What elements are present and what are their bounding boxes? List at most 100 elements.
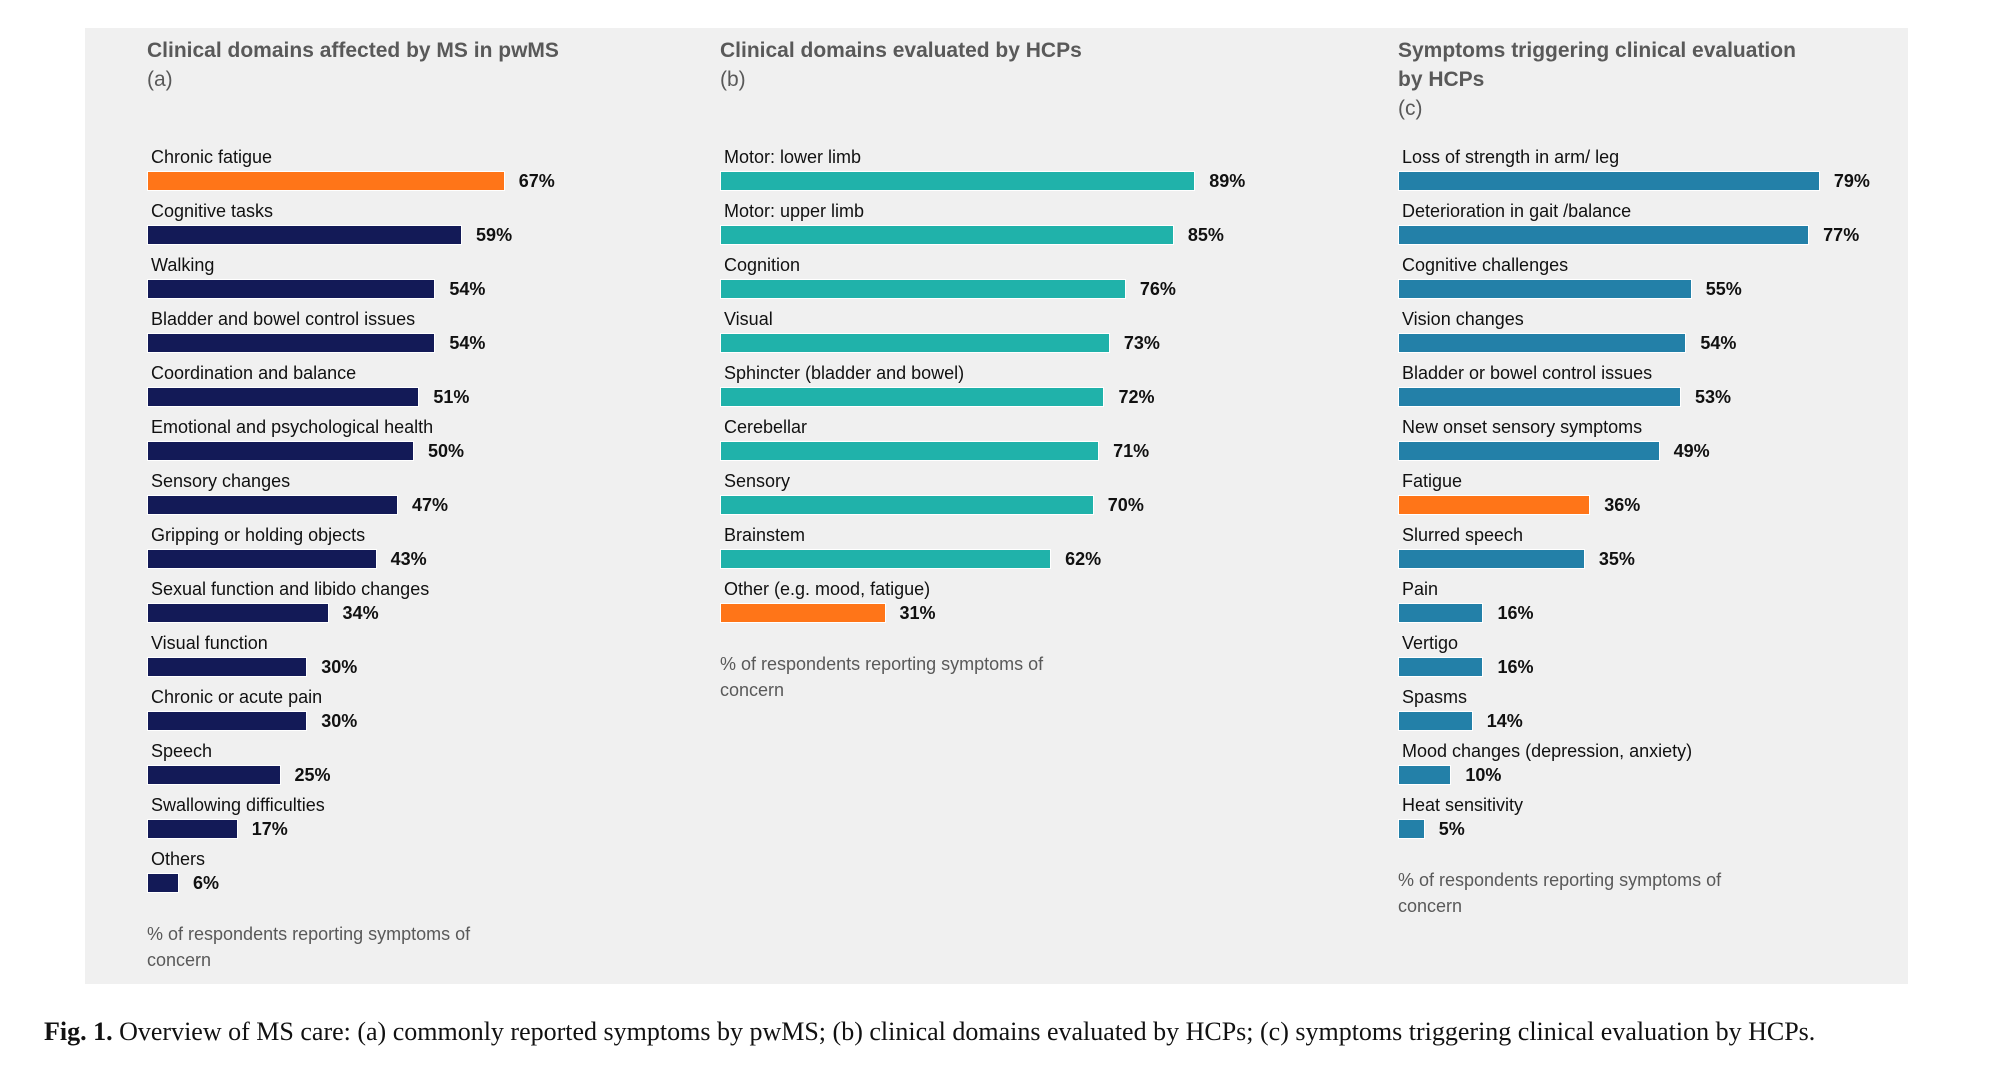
value-label: 47% <box>411 495 448 515</box>
category-label: Mood changes (depression, anxiety) <box>1402 741 1693 761</box>
category-label: Gripping or holding objects <box>151 525 366 545</box>
category-label: Bladder and bowel control issues <box>151 309 416 329</box>
bar <box>147 387 420 407</box>
value-label: 77% <box>1823 225 1860 245</box>
category-label: Cerebellar <box>724 417 808 437</box>
caption-label: Fig. 1. <box>44 1017 113 1046</box>
chart-title: Symptoms triggering clinical evaluation … <box>1398 36 1818 123</box>
value-label: 54% <box>1700 333 1737 353</box>
chart-c: Symptoms triggering clinical evaluation … <box>1398 28 1958 984</box>
bar <box>147 495 398 515</box>
value-label: 85% <box>1187 225 1224 245</box>
bar <box>1398 279 1692 299</box>
category-label: Swallowing difficulties <box>151 795 325 815</box>
category-label: Visual function <box>151 633 268 653</box>
value-label: 73% <box>1123 333 1160 353</box>
bar <box>720 387 1105 407</box>
category-label: Loss of strength in arm/ leg <box>1402 147 1620 167</box>
panel-label: (b) <box>720 68 746 91</box>
panel-label: (a) <box>147 68 173 91</box>
category-label: Cognition <box>724 255 801 275</box>
value-label: 76% <box>1139 279 1176 299</box>
category-label: Cognitive challenges <box>1402 255 1569 275</box>
category-label: Motor: upper limb <box>724 201 865 221</box>
bar <box>720 603 886 623</box>
category-label: Deterioration in gait /balance <box>1402 201 1632 221</box>
value-label: 5% <box>1438 819 1465 839</box>
value-label: 10% <box>1465 765 1502 785</box>
bar <box>147 603 329 623</box>
category-label: Heat sensitivity <box>1402 795 1524 815</box>
category-label: Sensory <box>724 471 791 491</box>
value-label: 50% <box>428 441 465 461</box>
figure-caption: Fig. 1. Overview of MS care: (a) commonl… <box>44 1014 2004 1050</box>
category-label: Slurred speech <box>1402 525 1524 545</box>
category-label: Sensory changes <box>151 471 291 491</box>
value-label: 17% <box>251 819 288 839</box>
bar <box>147 657 308 677</box>
category-label: Fatigue <box>1402 471 1463 491</box>
category-label: Other (e.g. mood, fatigue) <box>724 579 931 599</box>
value-label: 62% <box>1065 549 1102 569</box>
category-label: Bladder or bowel control issues <box>1402 363 1653 383</box>
category-label: Sphincter (bladder and bowel) <box>724 363 965 383</box>
bar <box>1398 441 1660 461</box>
bar <box>147 765 281 785</box>
value-label: 16% <box>1497 603 1534 623</box>
value-label: 54% <box>449 333 486 353</box>
category-label: Chronic or acute pain <box>151 687 323 707</box>
bar <box>147 171 505 191</box>
bar <box>147 711 308 731</box>
value-label: 67% <box>518 171 555 191</box>
bar <box>1398 603 1484 623</box>
x-axis-label: % of respondents reporting symptoms of c… <box>1398 870 1722 916</box>
bar <box>720 171 1196 191</box>
value-label: 16% <box>1497 657 1534 677</box>
bar <box>1398 225 1810 245</box>
chart-title: Clinical domains affected by MS in pwMS (… <box>147 36 567 94</box>
bar <box>1398 171 1820 191</box>
bar <box>147 873 180 893</box>
bar <box>720 225 1174 245</box>
chart-b: Clinical domains evaluated by HCPs (b) Mo… <box>720 28 1280 984</box>
chart-title: Clinical domains evaluated by HCPs (b) <box>720 36 1140 94</box>
bar <box>1398 549 1585 569</box>
value-label: 14% <box>1486 711 1523 731</box>
value-label: 35% <box>1598 549 1635 569</box>
value-label: 70% <box>1107 495 1144 515</box>
panel-label: (c) <box>1398 97 1423 120</box>
value-label: 49% <box>1673 441 1710 461</box>
bar <box>1398 387 1682 407</box>
category-label: Speech <box>151 741 213 761</box>
category-label: Brainstem <box>724 525 806 545</box>
value-label: 6% <box>193 873 220 893</box>
value-label: 53% <box>1695 387 1732 407</box>
bar <box>1398 765 1452 785</box>
bar <box>147 279 436 299</box>
value-label: 43% <box>390 549 427 569</box>
chart-title-text: Symptoms triggering clinical evaluation … <box>1398 39 1796 91</box>
value-label: 30% <box>321 657 358 677</box>
category-label: Vision changes <box>1402 309 1524 329</box>
value-label: 30% <box>321 711 358 731</box>
bar <box>147 549 377 569</box>
category-label: Sexual function and libido changes <box>151 579 430 599</box>
x-axis-label: % of respondents reporting symptoms of c… <box>720 654 1044 700</box>
value-label: 59% <box>476 225 513 245</box>
figure-panel: Clinical domains affected by MS in pwMS (… <box>85 28 1908 984</box>
value-label: 72% <box>1118 387 1155 407</box>
value-label: 25% <box>294 765 331 785</box>
category-label: Others <box>151 849 206 869</box>
bar <box>1398 495 1591 515</box>
value-label: 51% <box>433 387 470 407</box>
value-label: 54% <box>449 279 486 299</box>
bar <box>720 279 1126 299</box>
value-label: 71% <box>1113 441 1150 461</box>
chart-a: Clinical domains affected by MS in pwMS (… <box>147 28 707 984</box>
bar <box>720 441 1100 461</box>
value-label: 31% <box>899 603 936 623</box>
category-label: Vertigo <box>1402 633 1459 653</box>
bar <box>720 549 1052 569</box>
category-label: Chronic fatigue <box>151 147 273 167</box>
value-label: 36% <box>1604 495 1641 515</box>
